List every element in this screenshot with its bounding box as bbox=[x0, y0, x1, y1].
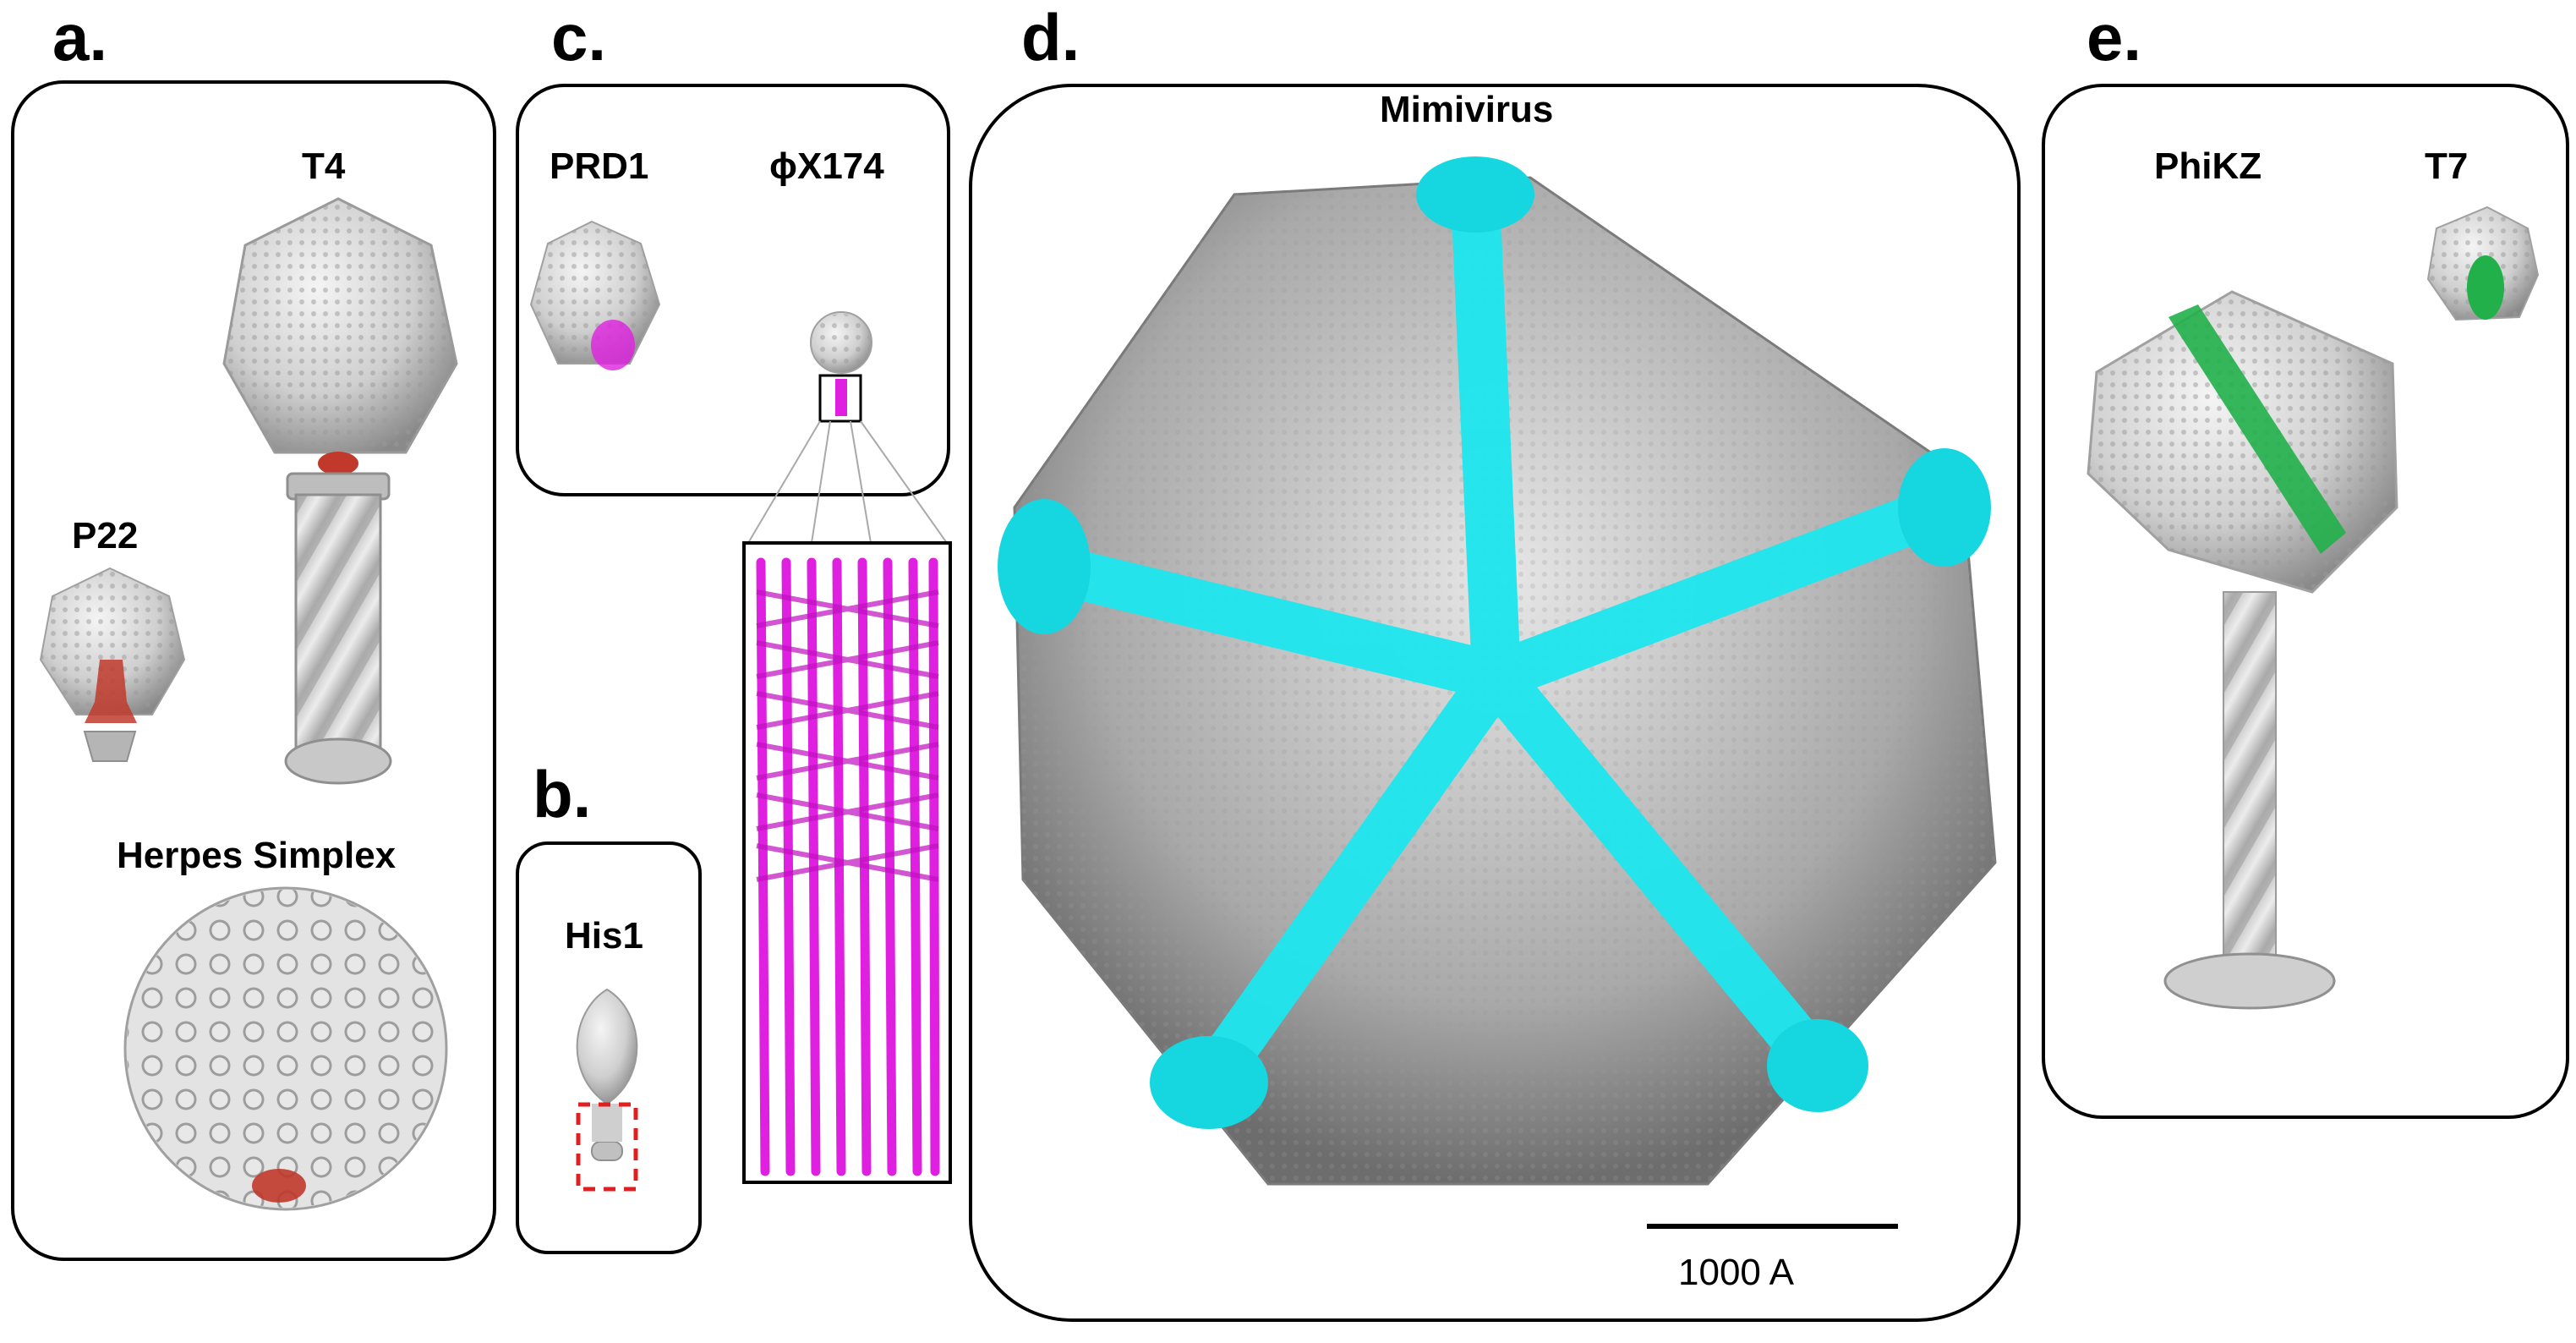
his1-label: His1 bbox=[565, 915, 643, 957]
prd1-virus-graphic bbox=[529, 220, 661, 370]
t7-virus-graphic bbox=[2426, 206, 2540, 321]
panel-a bbox=[11, 80, 496, 1261]
t4-virus-graphic bbox=[222, 197, 458, 785]
panel-a-letter: a. bbox=[52, 0, 108, 74]
phikz-label: PhiKZ bbox=[2154, 145, 2262, 187]
panel-d-letter: d. bbox=[1021, 0, 1080, 74]
herpes-virus-graphic bbox=[123, 886, 448, 1211]
p22-label: P22 bbox=[72, 515, 139, 556]
prd1-label: PRD1 bbox=[550, 145, 649, 187]
panel-b bbox=[516, 841, 702, 1254]
panel-c-letter: c. bbox=[551, 0, 607, 74]
herpes-simplex-label: Herpes Simplex bbox=[117, 835, 397, 876]
phikz-virus-graphic bbox=[2087, 290, 2398, 1010]
panel-e-letter: e. bbox=[2087, 0, 2142, 74]
panel-b-frame bbox=[516, 841, 702, 1254]
p22-virus-graphic bbox=[39, 567, 186, 762]
tail-tube-inset bbox=[742, 541, 952, 1184]
panel-d-frame bbox=[969, 84, 2021, 1322]
zoom-lines bbox=[747, 420, 948, 544]
t7-label: T7 bbox=[2425, 145, 2469, 187]
panel-a-frame bbox=[11, 80, 496, 1261]
panel-d bbox=[969, 84, 2021, 1322]
his1-virus-graphic bbox=[576, 988, 638, 1192]
mimivirus-graphic bbox=[998, 156, 1997, 1186]
panel-c bbox=[516, 84, 950, 496]
panel-c-frame bbox=[516, 84, 950, 496]
panel-e-frame bbox=[2042, 84, 2569, 1119]
panel-b-letter: b. bbox=[533, 757, 592, 831]
his1-highlight-box bbox=[576, 1102, 638, 1192]
mimivirus-label: Mimivirus bbox=[1380, 89, 1554, 130]
scale-bar-label: 1000 A bbox=[1678, 1252, 1795, 1293]
t4-label: T4 bbox=[302, 145, 346, 187]
panel-e bbox=[2042, 84, 2569, 1119]
phix174-label: ϕX174 bbox=[769, 145, 884, 187]
zoom-box bbox=[818, 374, 862, 423]
phix174-virus-graphic bbox=[810, 311, 872, 423]
